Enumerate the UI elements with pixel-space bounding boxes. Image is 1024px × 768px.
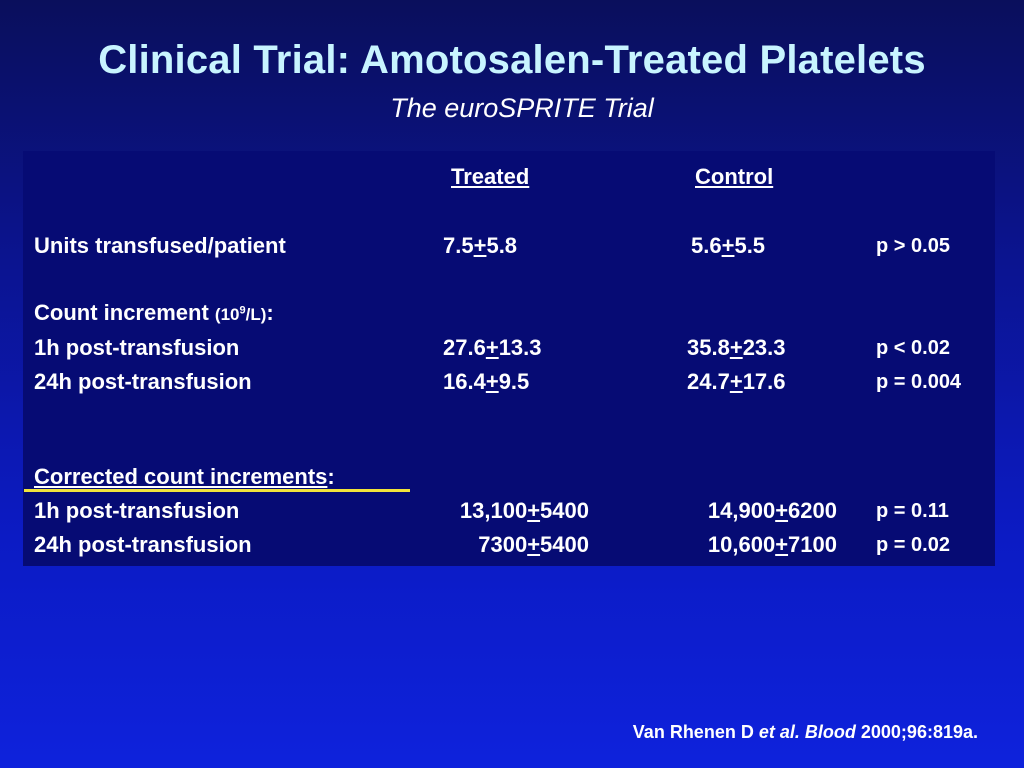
units-control-value: 5.6+5.5 <box>691 233 766 258</box>
units-transfused-label: Units transfused/patient <box>34 233 286 258</box>
corrected-1h-treated: 13,100+5400 <box>459 498 589 523</box>
treated-header: Treated <box>451 164 530 189</box>
count-24h-treated: 16.4+9.5 <box>443 369 530 394</box>
slide-title: Clinical Trial: Amotosalen-Treated Plate… <box>98 38 926 82</box>
corrected-count-label: Corrected count increments: <box>34 464 335 489</box>
slide-subtitle: The euroSPRITE Trial <box>390 93 654 123</box>
count-1h-control: 35.8+23.3 <box>687 335 786 360</box>
count-1h-label: 1h post-transfusion <box>34 335 240 360</box>
citation: Van Rhenen D et al. Blood 2000;96:819a. <box>632 722 978 742</box>
count-24h-label: 24h post-transfusion <box>34 369 252 394</box>
corrected-1h-label: 1h post-transfusion <box>34 498 240 523</box>
corrected-24h-label: 24h post-transfusion <box>34 532 252 557</box>
corrected-24h-control: 10,600+7100 <box>707 532 837 557</box>
corrected-24h-p-value: p = 0.02 <box>876 534 950 556</box>
count-1h-p-value: p < 0.02 <box>876 337 950 359</box>
count-24h-control: 24.7+17.6 <box>687 369 786 394</box>
highlight-underline <box>24 489 410 492</box>
corrected-1h-control: 14,900+6200 <box>707 498 837 523</box>
results-table <box>23 151 995 566</box>
corrected-1h-p-value: p = 0.11 <box>876 500 949 522</box>
control-header: Control <box>695 164 774 189</box>
count-24h-p-value: p = 0.004 <box>876 371 962 393</box>
units-treated-value: 7.5+5.8 <box>443 233 518 258</box>
units-p-value: p > 0.05 <box>876 235 950 257</box>
corrected-24h-treated: 7300+5400 <box>478 532 589 557</box>
count-increment-label: Count increment (109/L): <box>34 300 274 325</box>
count-1h-treated: 27.6+13.3 <box>443 335 542 360</box>
